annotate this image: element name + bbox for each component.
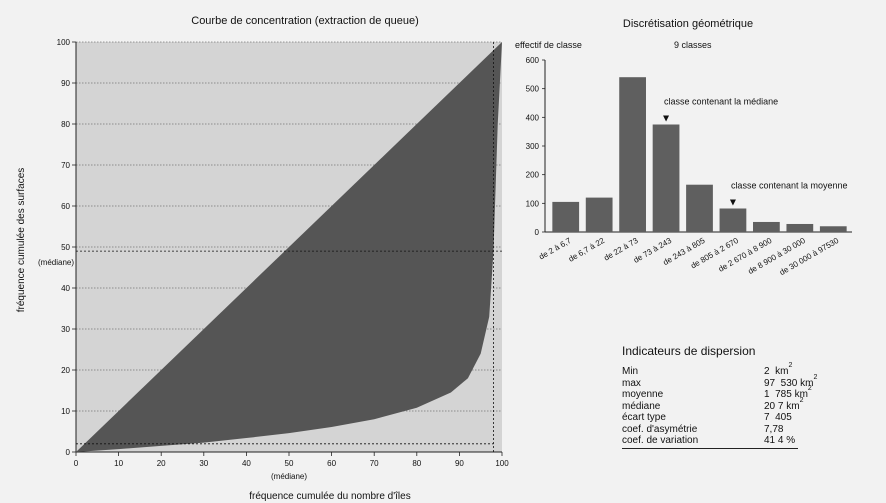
bar [686, 184, 713, 232]
bar [552, 201, 580, 232]
y-tick-labels: 0 10 20 30 40 50 60 70 80 90 100 [57, 38, 71, 457]
y-tick-label: 0 [66, 448, 71, 457]
bar-y-tick-label: 200 [526, 171, 540, 180]
bar-y-tick-label: 500 [526, 85, 540, 94]
bar-y-tick-label: 600 [526, 56, 540, 65]
x-tick-label: 40 [242, 459, 251, 468]
dispersion-label: max [622, 377, 641, 389]
x-tick-label: 70 [370, 459, 379, 468]
dispersion-label: coef. de variation [622, 435, 699, 446]
y-tick-label: 30 [61, 325, 70, 334]
y-tick-label: 100 [57, 38, 71, 47]
bar [652, 124, 680, 232]
unit-superscript: 2 [799, 396, 804, 404]
dispersion-row: coef. de variation 41 4 % [622, 435, 872, 447]
bar-annotation: classe contenant la médiane [664, 97, 778, 107]
concentration-title: Courbe de concentration (extraction de q… [191, 15, 418, 27]
unit-superscript: 2 [813, 373, 818, 381]
x-tick-label: 0 [74, 459, 79, 468]
y-tick-label: 40 [61, 284, 70, 293]
x-tick-labels: 0 10 20 30 40 50 60 70 80 90 100 [74, 459, 509, 468]
y-tick-label: 20 [61, 366, 70, 375]
x-tick-label: 80 [412, 459, 421, 468]
x-median-label: (médiane) [271, 472, 307, 481]
dispersion-underline [622, 447, 798, 449]
y-tick-label: 60 [61, 202, 70, 211]
dispersion-title: Indicateurs de dispersion [622, 344, 756, 358]
dispersion-value: 97 530 km [764, 377, 814, 389]
concentration-area [76, 42, 502, 452]
y-tick-label: 80 [61, 120, 70, 129]
dispersion-row: médiane 20 7 km 2 [622, 396, 872, 413]
dispersion-value: 41 4 % [764, 435, 796, 446]
dispersion-row: max 97 530 km 2 [622, 373, 872, 390]
bar [753, 221, 780, 232]
x-tick-label: 20 [157, 459, 166, 468]
x-tick-label: 100 [495, 459, 509, 468]
bar-y-axis-label: effectif de classe [515, 40, 582, 50]
dispersion-value: 1 785 km [764, 389, 808, 400]
dispersion-label: moyenne [622, 389, 664, 400]
geometric-discretization-chart: Discrétisation géométrique effectif de c… [515, 18, 852, 277]
bar-annotation: classe contenant la moyenne [731, 180, 848, 190]
x-tick-label: 90 [455, 459, 464, 468]
dispersion-label: médiane [622, 400, 661, 412]
dispersion-row: écart type 7 405 [622, 412, 872, 424]
bar-y-tick-labels: 0 100 200 300 400 500 600 [526, 56, 540, 237]
dispersion-value: 7 405 [764, 412, 792, 423]
dispersion-label: Min [622, 366, 639, 377]
x-tick-label: 30 [199, 459, 208, 468]
bar-class-count: 9 classes [674, 40, 712, 50]
bar [619, 77, 646, 232]
dispersion-value: 20 7 km [764, 400, 800, 412]
bar [719, 208, 747, 232]
unit-superscript: 2 [788, 362, 793, 369]
dispersion-value: 7,78 [764, 423, 784, 435]
x-tick-label: 60 [327, 459, 336, 468]
bar-category-label: de 30 000 à 97530 [778, 236, 841, 277]
unit-superscript: 2 [807, 385, 812, 392]
bar [585, 197, 613, 232]
y-tick-label: 10 [61, 407, 70, 416]
annotation-arrow [663, 115, 670, 122]
dispersion-value: 2 km [764, 366, 789, 377]
y-median-label: (médiane) [38, 258, 74, 267]
y-axis-label: fréquence cumulée des surfaces [16, 168, 27, 313]
x-tick-label: 50 [285, 459, 294, 468]
bar-annotations: classe contenant la médiane classe conten… [663, 97, 848, 206]
bar-y-tick-label: 300 [526, 142, 540, 151]
y-tick-label: 50 [61, 243, 70, 252]
median-markers [76, 42, 502, 452]
concentration-chart: Courbe de concentration (extraction de q… [16, 15, 509, 502]
bar-y-tick-label: 0 [535, 228, 540, 237]
bar-series [552, 77, 847, 232]
y-tick-label: 70 [61, 161, 70, 170]
annotation-arrow [729, 199, 736, 206]
bar [786, 223, 814, 232]
x-tick-label: 10 [114, 459, 123, 468]
dispersion-indicators: Indicateurs de dispersion Min 2 km 2 max 97 … [622, 344, 872, 449]
dispersion-row: coef. d'asymétrie 7,78 [622, 424, 872, 436]
dispersion-label: coef. d'asymétrie [622, 423, 698, 435]
dispersion-row: moyenne 1 785 km 2 [622, 385, 872, 401]
x-axis-label: fréquence cumulée du nombre d'îles [249, 491, 410, 502]
bar-category-label: de 8 900 à 30 000 [746, 236, 807, 276]
dispersion-row: Min 2 km 2 [622, 362, 872, 378]
bar-chart-title: Discrétisation géométrique [623, 18, 753, 30]
dispersion-table: Min 2 km 2 max 97 530 km 2 moyenne 1 785 km 2 méd… [622, 362, 872, 447]
bar-category-label: de 6,7 à 22 [567, 236, 607, 264]
bar-y-tick-label: 100 [526, 199, 540, 208]
bar [819, 226, 847, 232]
bar-y-tick-label: 400 [526, 113, 540, 122]
y-tick-label: 90 [61, 79, 70, 88]
dispersion-label: écart type [622, 412, 666, 423]
